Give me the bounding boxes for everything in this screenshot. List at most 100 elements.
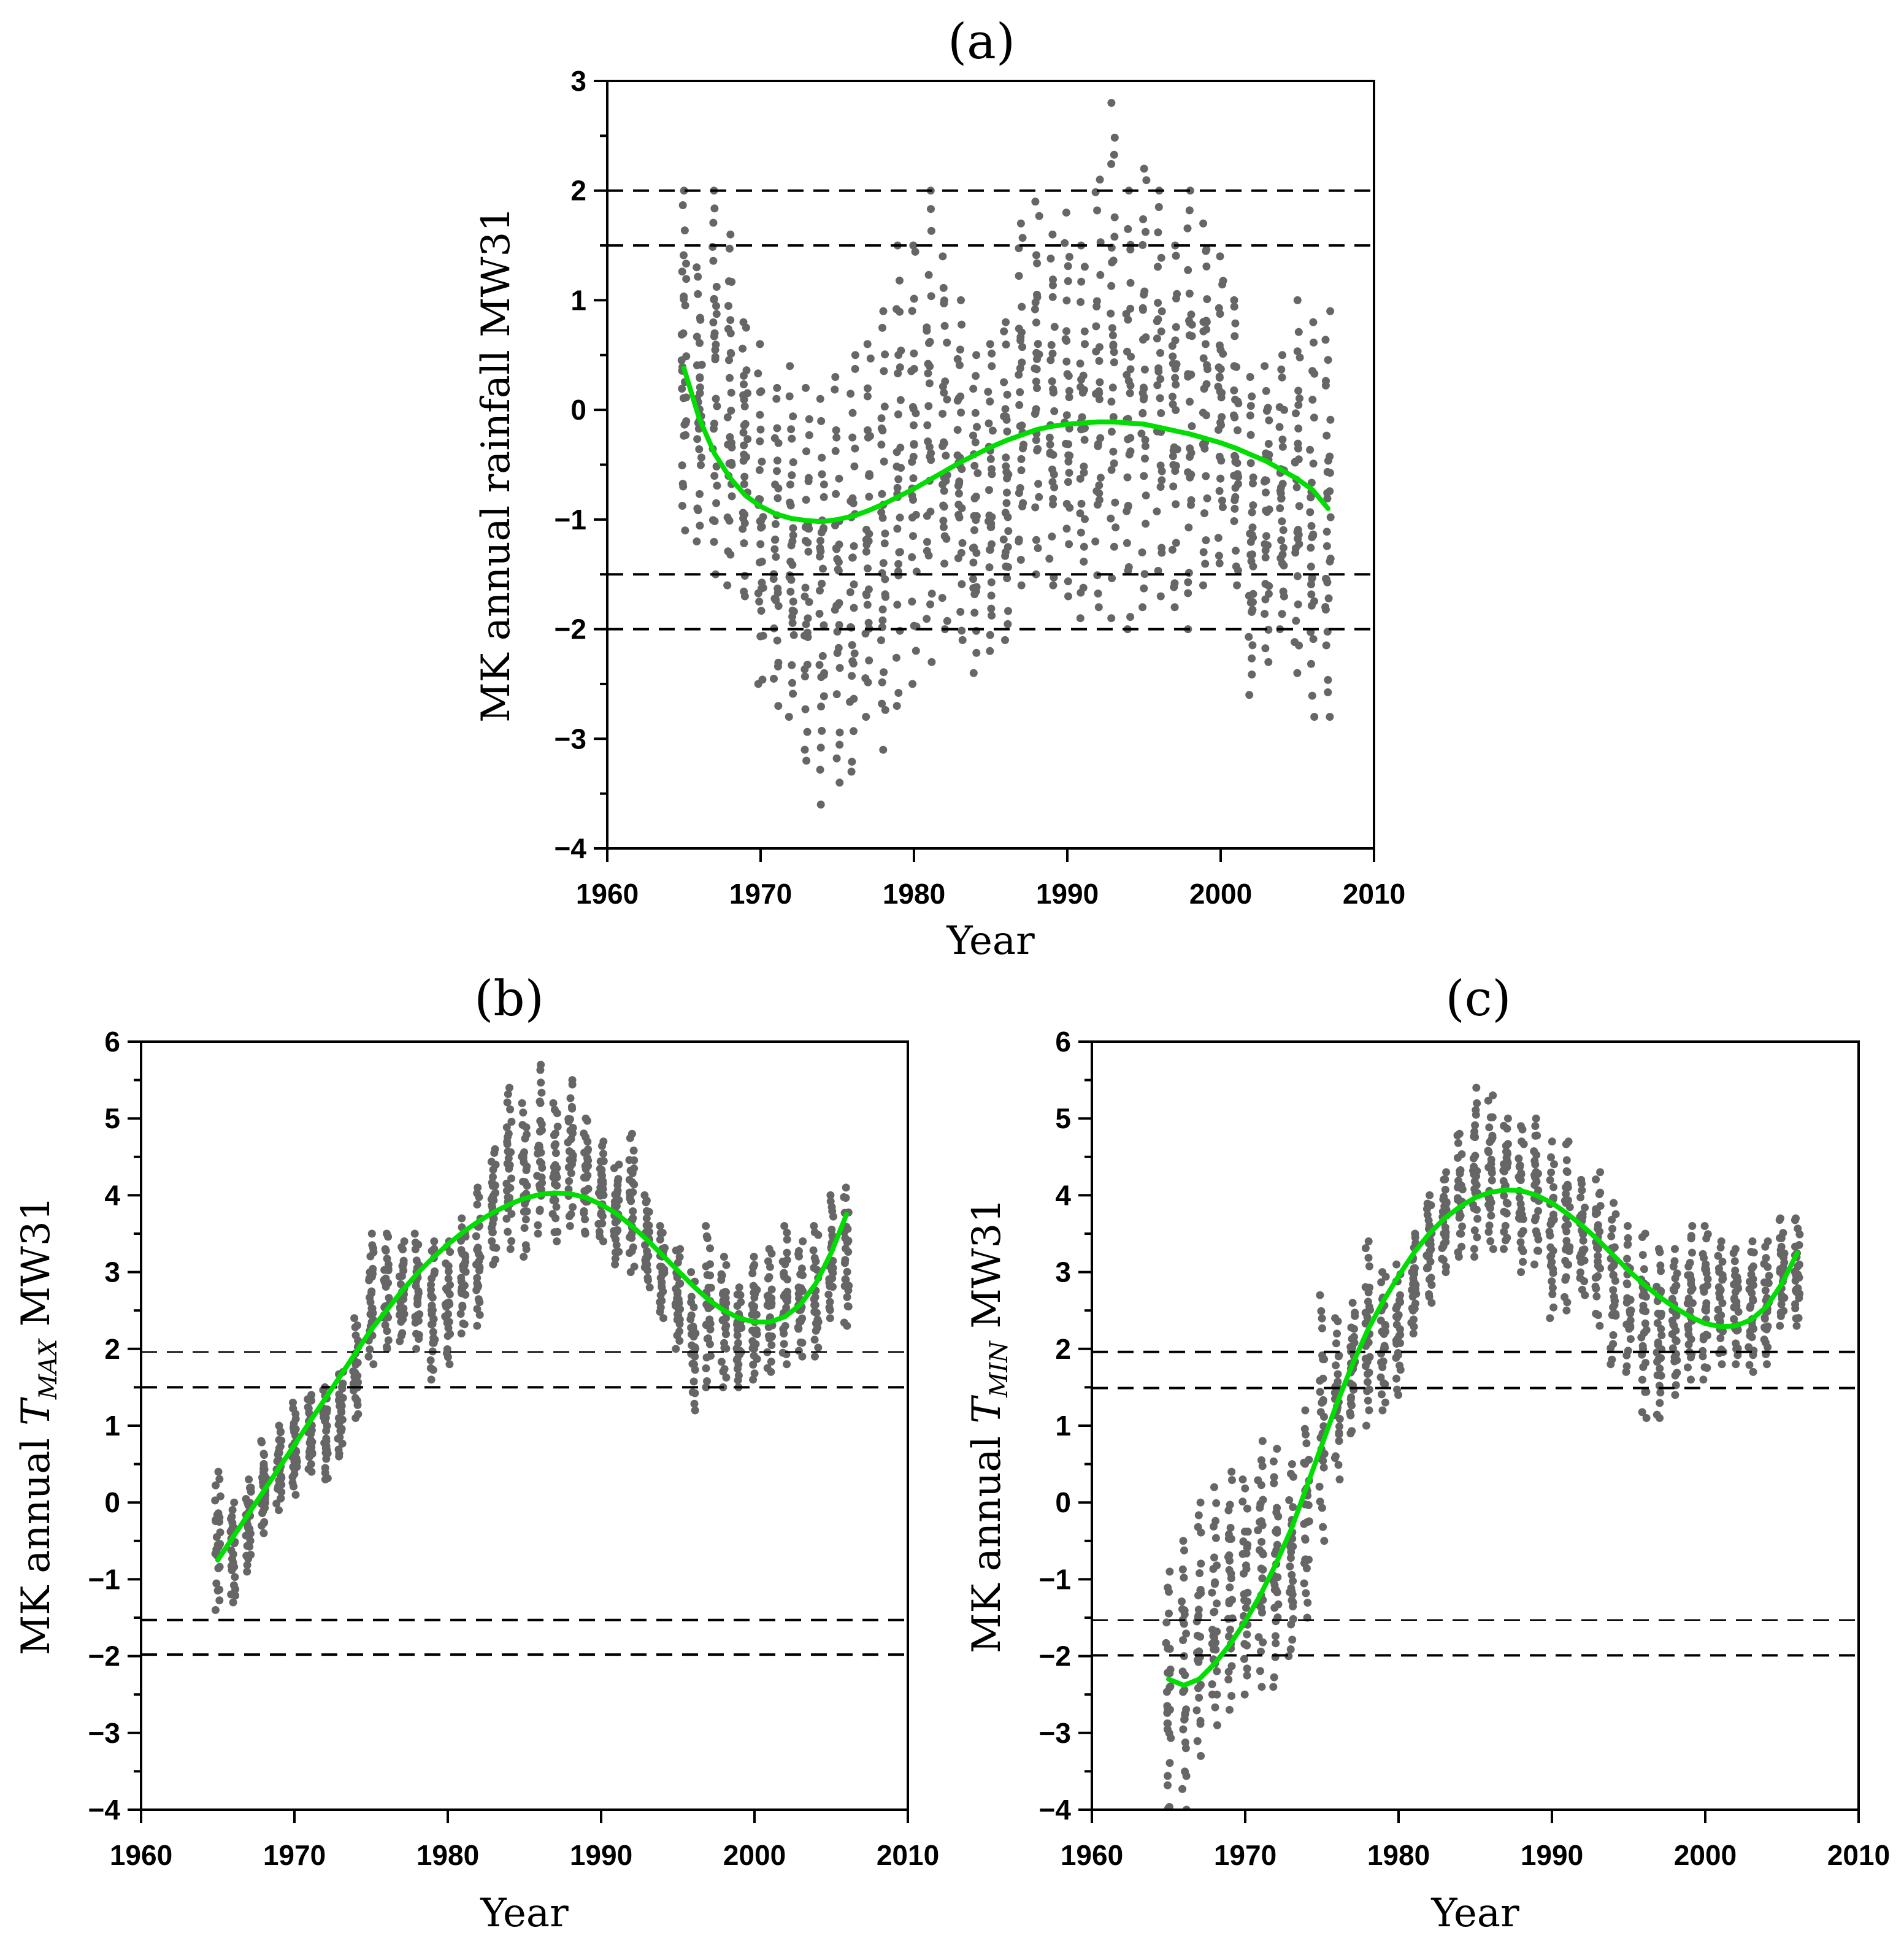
data-point: [1001, 552, 1010, 560]
data-point: [551, 1140, 560, 1148]
data-point: [1200, 509, 1208, 518]
data-point: [1079, 583, 1088, 592]
data-point: [1533, 1131, 1541, 1140]
data-point: [520, 1253, 528, 1261]
data-point: [1195, 1693, 1203, 1702]
data-point: [1062, 499, 1071, 508]
data-point: [1377, 1278, 1386, 1286]
data-point: [520, 1158, 528, 1167]
data-point: [1671, 1391, 1679, 1399]
x-tick-label: 1990: [1521, 1839, 1583, 1871]
data-point: [1211, 1534, 1220, 1542]
data-point: [230, 1498, 239, 1507]
data-point: [1203, 361, 1211, 369]
data-point: [488, 1178, 496, 1187]
data-point: [260, 1465, 269, 1474]
data-point: [1361, 1283, 1370, 1291]
data-point: [726, 230, 735, 239]
data-point: [598, 1212, 607, 1220]
data-point: [1213, 1628, 1221, 1636]
data-point: [727, 388, 735, 397]
data-point: [988, 426, 997, 435]
data-point: [927, 456, 935, 464]
data-point: [676, 1279, 685, 1288]
data-point: [786, 558, 795, 566]
data-point: [862, 536, 870, 544]
data-point: [1140, 570, 1149, 578]
data-point: [1335, 1422, 1343, 1431]
data-point: [1333, 1329, 1341, 1338]
data-point: [1699, 1375, 1708, 1384]
data-point: [536, 1117, 545, 1125]
data-point: [1126, 304, 1135, 313]
data-point: [1684, 1363, 1692, 1372]
data-point: [1323, 578, 1332, 586]
data-point: [627, 1197, 635, 1205]
data-point: [985, 419, 993, 428]
data-point: [926, 337, 934, 346]
data-point: [926, 362, 934, 371]
data-point: [1157, 476, 1166, 485]
data-point: [846, 390, 855, 398]
data-point: [1213, 1721, 1221, 1729]
data-point: [1470, 1226, 1479, 1235]
data-point: [1594, 1221, 1602, 1229]
data-point: [1048, 532, 1056, 541]
data-point: [696, 383, 704, 391]
trend-curve: [1166, 1187, 1800, 1688]
data-point: [658, 1264, 667, 1272]
data-point: [626, 1166, 635, 1175]
data-point: [1110, 150, 1118, 159]
data-point: [1000, 327, 1008, 336]
data-point: [757, 607, 766, 615]
data-point: [1031, 305, 1039, 313]
data-point: [1795, 1241, 1803, 1249]
data-point: [1684, 1325, 1693, 1334]
y-tick-label: 5: [1055, 1102, 1071, 1134]
data-point: [1211, 1578, 1219, 1586]
data-point: [1214, 534, 1223, 542]
data-point: [1126, 365, 1135, 374]
data-point: [739, 509, 747, 517]
data-point: [1004, 607, 1012, 615]
data-point: [1181, 1744, 1190, 1753]
panel-title: (a): [948, 13, 1015, 70]
data-point: [1179, 1537, 1188, 1545]
data-point: [276, 1494, 285, 1503]
data-point: [1308, 367, 1317, 375]
data-point: [1262, 449, 1270, 458]
data-point: [381, 1321, 390, 1329]
data-point: [429, 1339, 437, 1347]
data-point: [786, 480, 794, 489]
data-point: [1186, 398, 1194, 406]
trend-curve: [681, 366, 1330, 525]
data-point: [972, 372, 980, 380]
data-point: [519, 1150, 528, 1159]
data-point: [1139, 395, 1148, 404]
data-point: [1347, 1323, 1356, 1332]
data-point: [811, 1301, 820, 1309]
data-point: [1295, 641, 1303, 650]
data-point: [1458, 1222, 1467, 1231]
data-point: [800, 592, 809, 601]
data-point: [426, 1356, 435, 1364]
data-point: [1096, 474, 1105, 482]
data-point: [816, 544, 824, 552]
data-point: [1092, 487, 1101, 495]
data-point: [1171, 467, 1180, 475]
data-point: [1003, 574, 1012, 583]
data-point: [924, 552, 933, 559]
data-point: [1003, 474, 1012, 483]
data-point: [1231, 396, 1240, 404]
data-point: [1562, 1245, 1570, 1254]
data-point: [1164, 1720, 1172, 1728]
data-point: [385, 1294, 393, 1302]
data-point: [1003, 390, 1012, 399]
data-point: [1048, 349, 1057, 358]
data-point: [794, 1323, 802, 1332]
data-point: [1046, 440, 1054, 449]
data-point: [1124, 225, 1132, 233]
x-tick-label: 1990: [1036, 878, 1099, 910]
data-point: [1454, 1139, 1462, 1147]
data-point: [1484, 1148, 1493, 1156]
